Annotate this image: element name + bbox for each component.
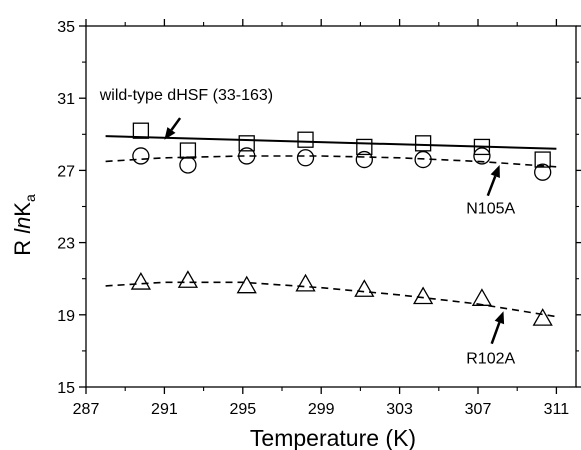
circle-data-point: [414, 150, 432, 169]
triangle-data-point: [236, 275, 257, 294]
square-data-point: [132, 122, 150, 139]
y-tick-label: 27: [57, 163, 75, 180]
y-axis-label: R lnKa: [10, 194, 38, 256]
annotation-arrow-shaft: [170, 117, 182, 131]
axis-ticks: 287 291 295 299 303 307 311 15 19 23 27 31 35: [57, 19, 581, 418]
annotation-arrow-head: [494, 311, 505, 325]
square-data-point: [238, 135, 255, 152]
circle-data-point: [238, 147, 256, 165]
annotation-label: R102A: [466, 351, 515, 368]
y-tick-label: 19: [57, 308, 75, 325]
annotation-arrow-head: [490, 165, 500, 178]
square-data-point: [297, 131, 314, 148]
triangle-data-point: [471, 288, 493, 306]
annotation-arrow-head: [164, 127, 176, 140]
x-tick-label: 307: [465, 401, 492, 418]
x-axis-label: Temperature (K): [250, 425, 416, 450]
triangle-data-point: [532, 308, 553, 326]
square-data-point: [356, 138, 373, 156]
y-tick-label: 35: [57, 19, 75, 36]
y-axis-label-main: K: [10, 202, 35, 217]
x-tick-label: 311: [544, 401, 570, 418]
triangle-data-point: [177, 270, 199, 288]
x-tick-label: 303: [386, 401, 413, 418]
circle-data-point: [473, 147, 491, 165]
y-tick-label: 23: [57, 236, 75, 253]
annotation-arrow-shaft: [490, 322, 501, 345]
y-axis-label-subscript: a: [22, 194, 38, 202]
y-tick-label: 15: [57, 380, 75, 397]
triangle-series-fit-line: [105, 281, 557, 318]
circle-data-point: [296, 149, 315, 167]
circle-series-fit-line: [105, 155, 557, 168]
triangle-data-point: [354, 279, 375, 297]
annotation-label: wild-type dHSF (33-163): [99, 87, 273, 104]
triangle-data-point: [412, 286, 434, 305]
square-data-point: [473, 138, 491, 156]
y-axis-label-italic: ln: [10, 217, 35, 234]
y-tick-label: 31: [57, 91, 75, 108]
annotation-arrow-shaft: [486, 175, 497, 197]
circle-data-point: [534, 163, 552, 181]
x-tick-label: 287: [73, 401, 100, 418]
annotation-label: N105A: [466, 201, 515, 218]
x-tick-label: 291: [151, 401, 178, 418]
circle-data-point: [355, 150, 373, 169]
circle-data-point: [132, 147, 150, 165]
triangle-data-point: [130, 271, 152, 290]
square-data-point: [534, 151, 551, 168]
square-data-point: [414, 135, 432, 152]
square-series-fit-line: [105, 135, 557, 150]
triangle-data-point: [295, 273, 316, 292]
x-tick-label: 299: [308, 401, 335, 418]
x-tick-label: 295: [229, 401, 256, 418]
circle-data-point: [179, 156, 197, 174]
square-data-point: [179, 142, 197, 159]
plot-area: wild-type dHSF (33-163) N105A R102A: [99, 87, 557, 368]
y-axis-label-prefix: R: [10, 234, 35, 256]
